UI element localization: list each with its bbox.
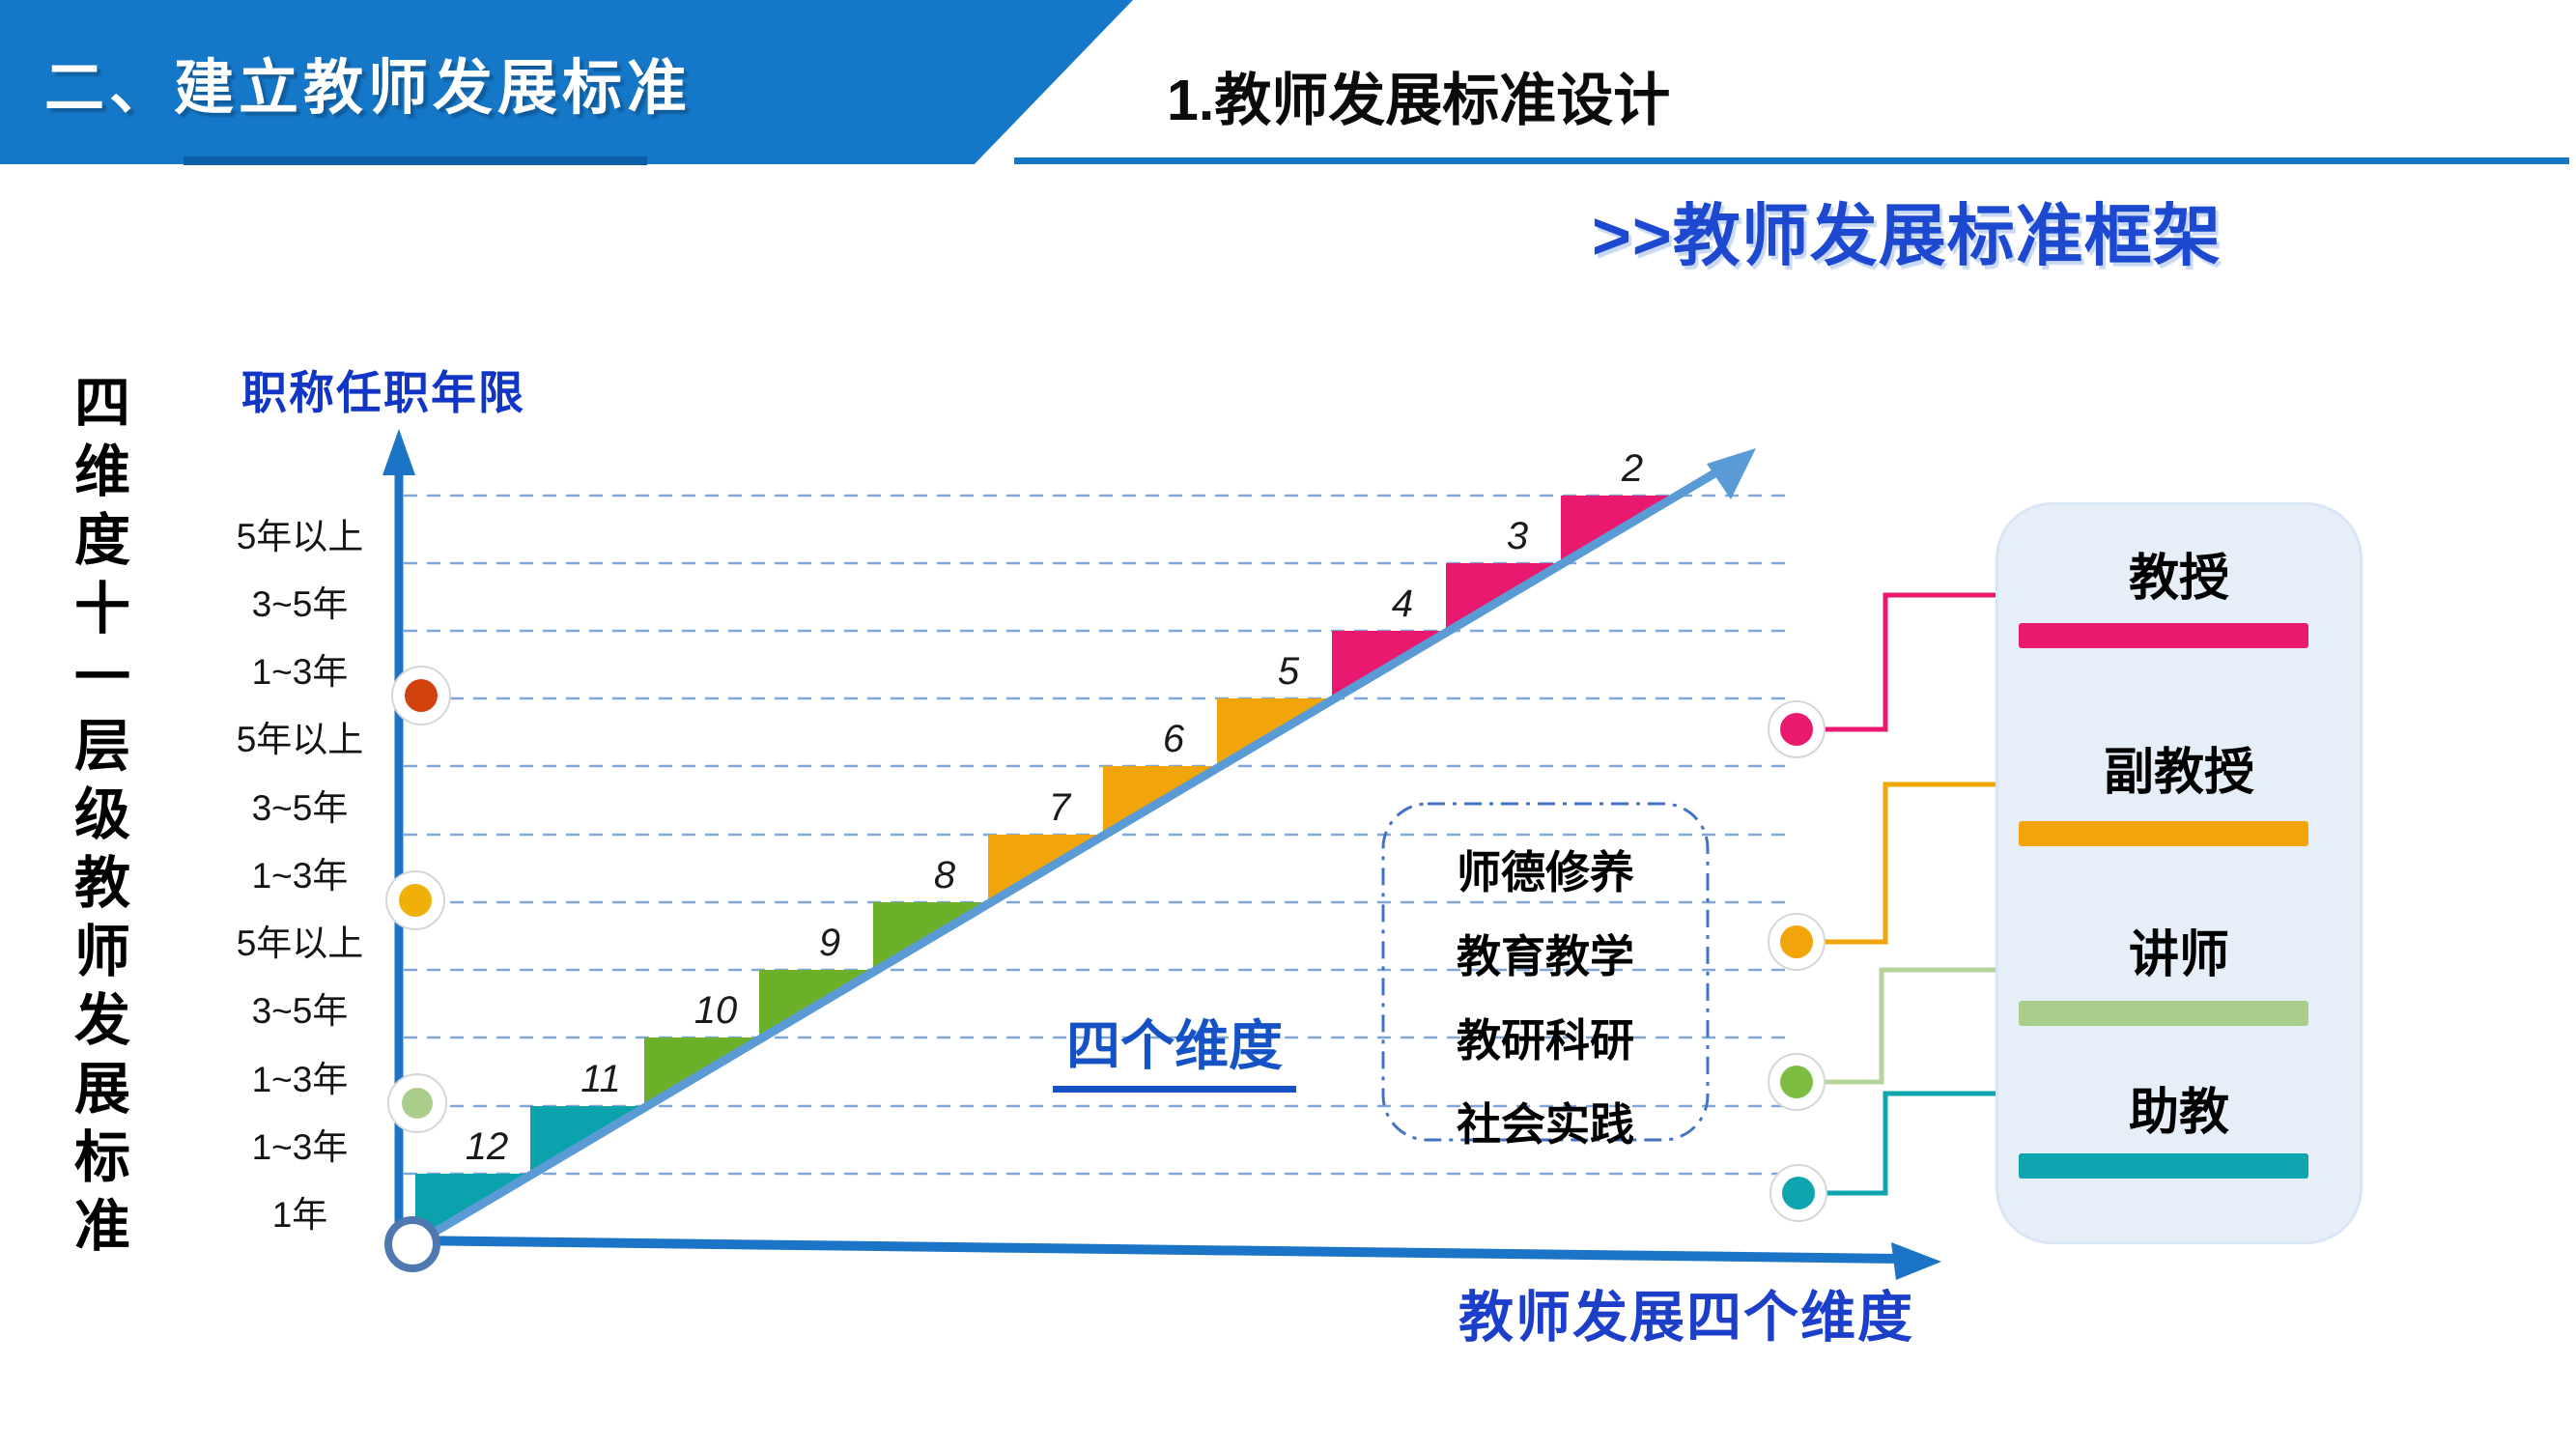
step-number: 3	[1507, 515, 1528, 557]
level-label: 1~3年	[251, 1060, 349, 1099]
legend-dot-lecturer	[1780, 1066, 1813, 1098]
rank-bar-assistant	[2019, 1153, 2308, 1179]
dimension-item: 教研科研	[1457, 1015, 1634, 1066]
step-number: 2	[1621, 447, 1643, 490]
dimension-item: 教育教学	[1457, 931, 1634, 981]
origin-circle	[384, 1216, 440, 1272]
level-label: 1年	[271, 1195, 328, 1235]
header-separator-line	[1014, 157, 2569, 164]
legend-dot-assistant	[1782, 1177, 1815, 1209]
connector-lecturer	[1824, 967, 1996, 1085]
diagonal-arrowhead-icon	[1707, 448, 1756, 499]
rank-label-lecturer: 讲师	[2128, 927, 2229, 983]
four-dimensions-label: 四个维度	[1053, 1003, 1296, 1093]
axis-marker-assoc-dot	[399, 884, 432, 917]
step-number: 4	[1392, 583, 1413, 625]
step-number: 10	[694, 989, 738, 1032]
step-number: 5	[1278, 650, 1300, 693]
header-banner: 二、建立教师发展标准	[0, 0, 1133, 164]
left-vertical-title: 四维度十一层级教师发展标准	[66, 373, 128, 1265]
dimension-item: 师德修养	[1457, 847, 1634, 897]
step-number: 12	[466, 1125, 509, 1168]
rank-label-assistant: 助教	[2128, 1085, 2229, 1141]
banner-shadow	[184, 156, 647, 165]
rank-label-assoc-professor: 副教授	[2103, 745, 2254, 801]
legend-connectors	[1824, 592, 1996, 1196]
step-number: 8	[934, 854, 956, 896]
level-label: 1~3年	[251, 1127, 349, 1167]
level-label: 3~5年	[251, 991, 349, 1031]
step-number: 9	[819, 922, 840, 964]
rank-label-professor: 教授	[2128, 551, 2229, 607]
axis-marker-professor-dot	[405, 679, 438, 712]
frame-title: >>教师发展标准框架	[1592, 198, 2222, 273]
step-number: 11	[580, 1058, 621, 1100]
connector-assoc-professor	[1824, 782, 1996, 945]
dimension-item: 社会实践	[1457, 1099, 1634, 1150]
y-axis-title: 职称任职年限	[241, 367, 525, 418]
level-label: 3~5年	[251, 788, 349, 828]
rank-bar-professor	[2019, 623, 2308, 648]
step-numbers: 2 3 4 5 6 7 8 9 10 11 12	[466, 447, 1643, 1168]
legend-dot-assoc-professor	[1780, 925, 1813, 958]
x-axis-arrowhead-icon	[1891, 1242, 1941, 1280]
y-axis-arrowhead-icon	[382, 429, 415, 475]
level-label: 1~3年	[251, 652, 349, 692]
level-label: 5年以上	[236, 720, 364, 759]
level-label: 5年以上	[236, 924, 364, 963]
x-axis-title: 教师发展四个维度	[1458, 1287, 1914, 1349]
step-number: 7	[1049, 786, 1072, 829]
connector-professor	[1824, 592, 1996, 732]
axis-marker-lecturer-dot	[402, 1088, 433, 1119]
axis-markers	[385, 666, 451, 1133]
legend-dots	[1768, 700, 1827, 1222]
level-label: 5年以上	[236, 517, 364, 556]
level-label: 1~3年	[251, 856, 349, 896]
banner-title: 二、建立教师发展标准	[44, 55, 693, 122]
rank-bar-assoc-professor	[2019, 821, 2308, 846]
step-number: 6	[1163, 718, 1185, 760]
x-axis-line	[405, 1236, 1902, 1264]
dimensions-box-border	[1381, 802, 1710, 1142]
legend-dot-professor	[1780, 713, 1813, 746]
level-label: 3~5年	[251, 584, 349, 624]
diagonal-line	[414, 466, 1724, 1246]
rank-bar-lecturer	[2019, 1001, 2308, 1026]
connector-assistant	[1826, 1091, 1996, 1196]
page-subtitle: 1.教师发展标准设计	[1167, 69, 1671, 132]
